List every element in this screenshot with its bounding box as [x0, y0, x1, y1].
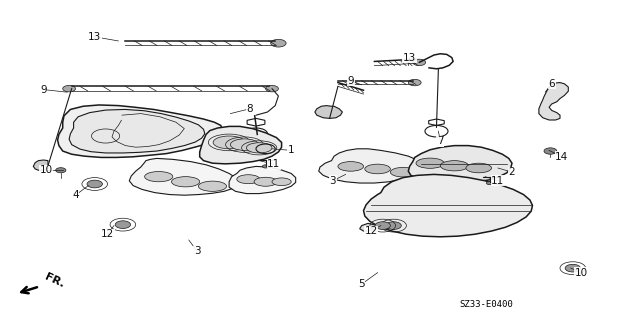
Text: 6: 6 [548, 79, 555, 89]
Text: 3: 3 [194, 246, 200, 256]
Ellipse shape [172, 177, 200, 187]
Ellipse shape [440, 161, 468, 171]
Ellipse shape [246, 143, 272, 153]
PathPatch shape [364, 174, 532, 237]
Ellipse shape [338, 162, 364, 171]
PathPatch shape [315, 106, 342, 118]
Circle shape [486, 181, 493, 185]
Ellipse shape [365, 164, 390, 174]
Ellipse shape [213, 136, 245, 149]
Text: 8: 8 [246, 104, 253, 114]
Circle shape [413, 59, 426, 66]
PathPatch shape [360, 223, 378, 231]
Circle shape [544, 148, 557, 154]
Ellipse shape [466, 163, 492, 173]
Circle shape [375, 222, 390, 229]
Ellipse shape [416, 158, 444, 168]
Text: 9: 9 [40, 84, 47, 95]
Text: 3: 3 [330, 176, 336, 186]
Text: 2: 2 [509, 167, 515, 177]
Text: 10: 10 [40, 165, 52, 175]
PathPatch shape [58, 105, 223, 157]
Text: 7: 7 [437, 136, 444, 147]
Ellipse shape [272, 178, 291, 186]
Ellipse shape [390, 167, 416, 177]
Circle shape [408, 79, 421, 86]
Circle shape [56, 168, 66, 173]
Ellipse shape [145, 172, 173, 182]
Ellipse shape [230, 139, 259, 150]
Circle shape [262, 165, 269, 168]
Circle shape [565, 264, 580, 272]
Text: 13: 13 [403, 52, 416, 63]
Circle shape [386, 222, 401, 229]
Text: 4: 4 [72, 190, 79, 200]
PathPatch shape [408, 146, 512, 183]
Text: FR.: FR. [44, 272, 67, 289]
Circle shape [63, 85, 76, 92]
Text: 11: 11 [492, 176, 504, 186]
Text: 5: 5 [358, 279, 365, 289]
Text: 9: 9 [348, 76, 354, 86]
Ellipse shape [237, 175, 260, 184]
PathPatch shape [539, 83, 568, 120]
Circle shape [271, 39, 286, 47]
Circle shape [115, 221, 131, 228]
Text: 1: 1 [288, 145, 294, 156]
PathPatch shape [200, 126, 282, 164]
Text: 11: 11 [268, 159, 280, 169]
Text: 12: 12 [101, 229, 114, 239]
Text: 13: 13 [88, 32, 101, 42]
Text: 12: 12 [365, 226, 378, 236]
Text: 14: 14 [556, 152, 568, 162]
PathPatch shape [129, 158, 238, 195]
Text: SZ33-E0400: SZ33-E0400 [460, 300, 513, 309]
Circle shape [87, 180, 102, 188]
Ellipse shape [254, 177, 277, 186]
PathPatch shape [319, 149, 422, 183]
Circle shape [266, 85, 278, 92]
Text: 10: 10 [575, 268, 588, 278]
Ellipse shape [198, 181, 227, 191]
PathPatch shape [33, 160, 48, 170]
PathPatch shape [229, 166, 296, 194]
PathPatch shape [69, 109, 205, 153]
